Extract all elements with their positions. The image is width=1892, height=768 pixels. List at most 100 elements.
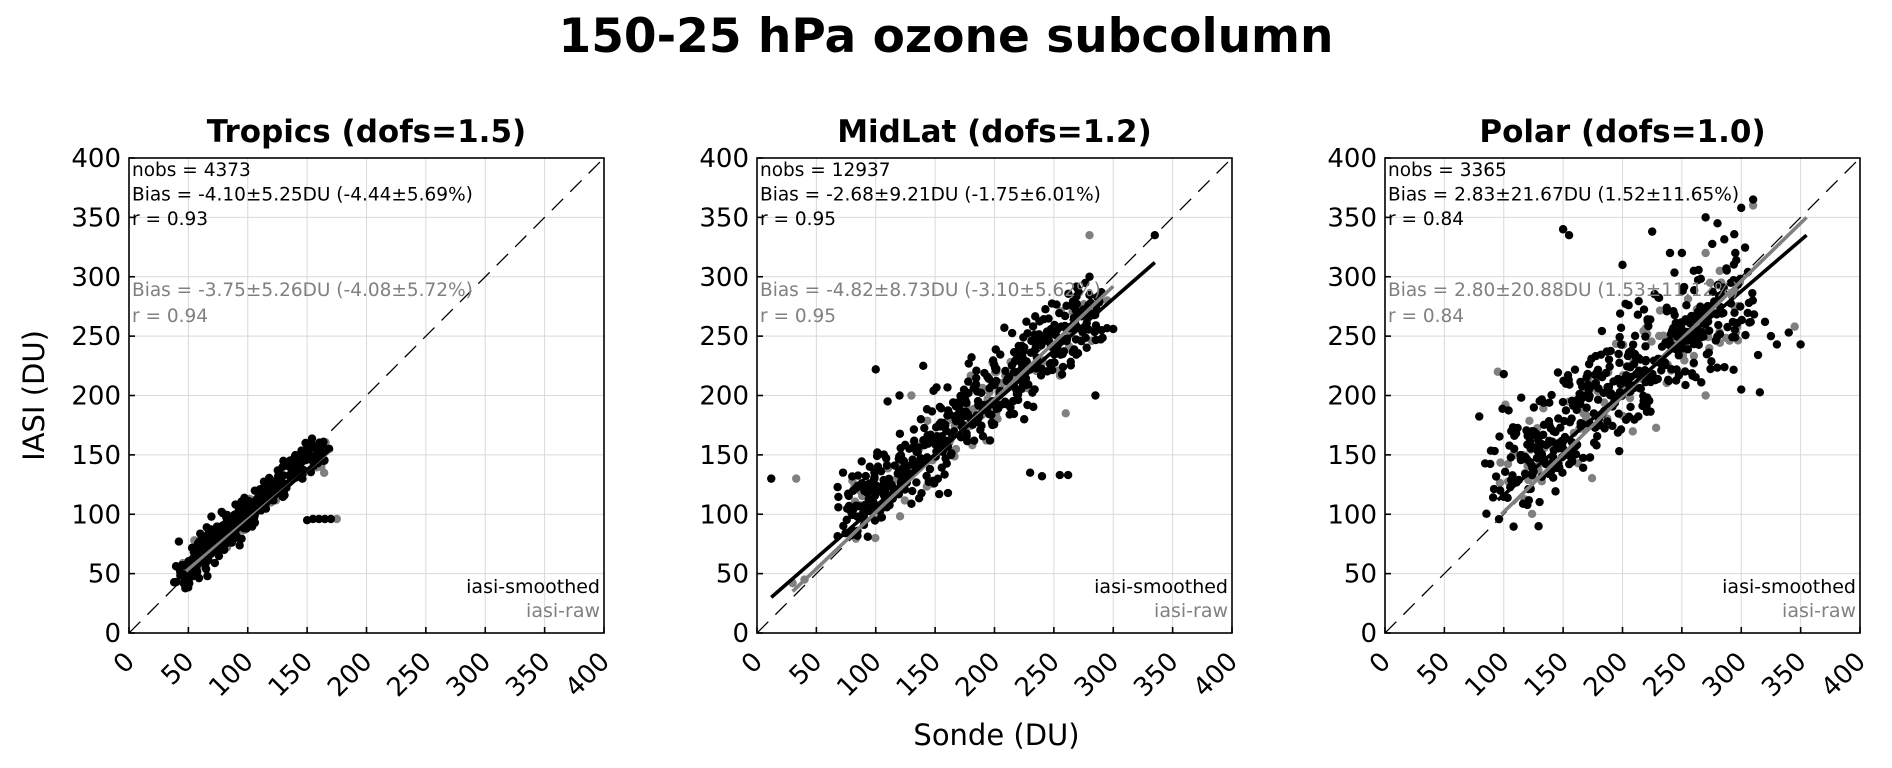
data-point [1630, 331, 1640, 341]
y-tick-label: 50 [88, 560, 121, 590]
data-point [848, 510, 857, 520]
y-tick-label: 250 [1327, 322, 1377, 352]
data-point [1597, 326, 1607, 336]
data-point [1073, 349, 1083, 358]
data-point [1720, 362, 1729, 372]
data-point [1028, 322, 1038, 331]
data-point [1730, 230, 1739, 239]
data-point [1500, 467, 1510, 476]
x-tick-label: 50 [156, 647, 201, 692]
x-tick-label: 50 [784, 647, 829, 692]
data-point [1748, 288, 1757, 298]
data-point [1486, 459, 1495, 469]
data-point [1689, 351, 1699, 361]
data-point [887, 480, 896, 489]
data-point [1565, 380, 1574, 389]
data-point [985, 436, 995, 445]
data-point [1535, 396, 1544, 406]
data-point [307, 452, 317, 462]
data-point [978, 432, 988, 441]
plot-area [1385, 158, 1860, 633]
stat-smoothed-2: Bias = -2.68±9.21DU (-1.75±6.01%) [760, 185, 1101, 206]
data-point [1035, 337, 1044, 346]
data-point [1558, 397, 1568, 407]
data-point [1615, 332, 1624, 342]
data-point [1085, 272, 1094, 281]
data-point [1499, 369, 1508, 379]
data-point [834, 503, 843, 512]
data-point [1545, 398, 1554, 407]
data-point [854, 502, 863, 511]
data-point [992, 376, 1001, 386]
x-tick-label: 0 [108, 647, 141, 680]
data-point [174, 537, 184, 546]
data-point [920, 423, 929, 433]
data-point [1701, 213, 1710, 222]
data-point [1720, 235, 1729, 244]
data-point [264, 473, 274, 483]
data-point [1072, 292, 1081, 301]
data-point [1708, 287, 1717, 297]
data-point [1723, 322, 1732, 332]
data-point [919, 361, 928, 371]
x-tick-label: 0 [736, 647, 769, 680]
stat-raw-2: r = 0.95 [760, 306, 836, 327]
data-point [1034, 330, 1044, 339]
data-point [1615, 446, 1624, 456]
x-tick-label: 250 [1638, 647, 1694, 703]
data-point [895, 512, 905, 521]
data-point [873, 448, 882, 457]
data-point [1641, 357, 1650, 366]
data-point [332, 514, 342, 524]
data-point [1626, 402, 1635, 412]
data-point [925, 464, 935, 474]
data-point [1705, 278, 1715, 287]
data-point [1482, 509, 1491, 518]
data-point [301, 438, 310, 448]
data-point [1532, 453, 1542, 463]
data-point [1517, 393, 1526, 402]
data-point [1687, 369, 1697, 378]
data-point [1547, 390, 1556, 400]
data-point [917, 488, 926, 498]
data-point [1594, 384, 1603, 393]
data-point [1748, 195, 1758, 204]
x-tick-label: 400 [560, 647, 616, 703]
data-point [1697, 378, 1706, 387]
stat-smoothed-3: r = 0.84 [1388, 209, 1464, 230]
data-point [1554, 414, 1563, 423]
data-point [1743, 308, 1752, 318]
legend-entry-raw: iasi-raw [1782, 600, 1856, 622]
panel-title: Polar (dofs=1.0) [1479, 114, 1765, 150]
x-tick-label: 100 [1459, 647, 1515, 703]
data-point [1713, 219, 1722, 228]
y-tick-label: 0 [1360, 619, 1377, 649]
data-point [1018, 380, 1028, 389]
data-point [1715, 329, 1725, 339]
data-point [929, 386, 938, 395]
data-point [1674, 351, 1683, 360]
data-point [909, 436, 919, 445]
data-point [1582, 411, 1591, 420]
y-tick-label: 150 [699, 441, 749, 471]
y-tick-label: 200 [1327, 382, 1377, 412]
data-point [1042, 327, 1052, 336]
data-point [1631, 351, 1640, 361]
data-point [933, 474, 943, 483]
data-point [961, 407, 971, 416]
data-point [1059, 347, 1069, 356]
stat-smoothed-3: r = 0.95 [760, 209, 836, 230]
data-point [946, 450, 956, 460]
data-point [1701, 248, 1710, 258]
data-point [1672, 365, 1681, 374]
data-point [1000, 323, 1009, 332]
stat-raw-1: Bias = -3.75±5.26DU (-4.08±5.72%) [132, 280, 473, 301]
data-point [187, 543, 197, 552]
data-point [1615, 309, 1625, 318]
data-point [1729, 365, 1738, 375]
data-point [1066, 357, 1075, 366]
data-point [899, 456, 908, 466]
data-point [1516, 450, 1525, 460]
data-point [1009, 409, 1019, 419]
